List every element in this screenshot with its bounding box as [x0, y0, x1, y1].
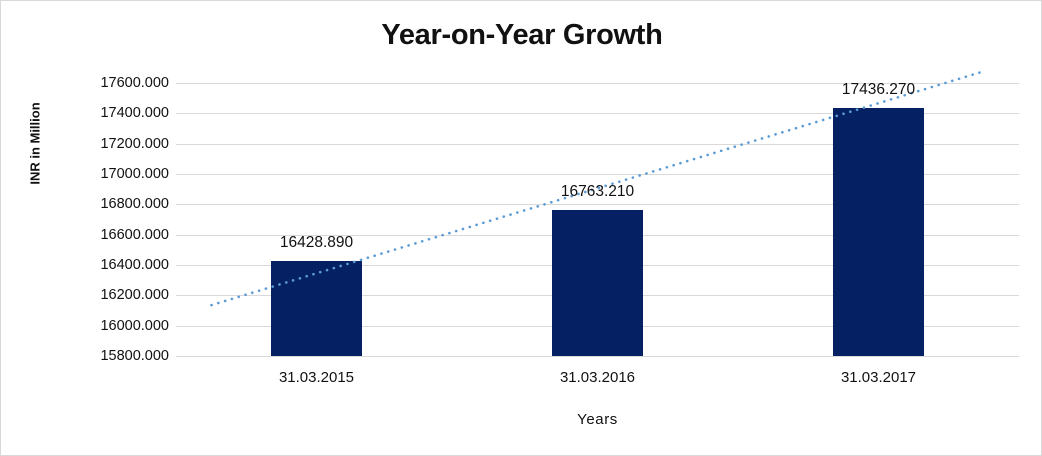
y-axis-tick-label: 17600.000	[100, 75, 169, 91]
y-axis-tick-label: 17400.000	[100, 105, 169, 122]
y-axis-tick-labels: 17600.000 17400.000 17200.000 17000.000 1680…	[56, 76, 169, 363]
chart-title: Year-on-Year Growth	[381, 19, 663, 51]
bar[interactable]	[271, 260, 362, 356]
x-axis-category-label: 31.03.2016	[559, 369, 636, 386]
bar-value-label: 16763.210	[560, 182, 635, 200]
y-axis-tick-label: 16400.000	[100, 257, 169, 273]
y-axis-tick-label: 16800.000	[100, 196, 169, 213]
x-axis-title: Years	[577, 411, 618, 428]
y-axis-tick-label: 16000.000	[100, 317, 169, 334]
y-axis-tick-label: 17000.000	[100, 166, 169, 182]
y-axis-tick-label: 16200.000	[100, 287, 169, 304]
bar[interactable]	[833, 107, 924, 356]
y-axis-title: INR in Million	[27, 102, 43, 185]
y-axis-tick-label: 16600.000	[100, 226, 169, 243]
bar-value-label: 16428.890	[279, 233, 354, 251]
plot-area	[176, 70, 1019, 357]
bar[interactable]	[552, 209, 643, 356]
y-axis-tick-label: 15800.000	[100, 348, 169, 364]
gridline	[176, 356, 1019, 357]
x-axis-category-label: 31.03.2017	[840, 369, 917, 386]
bar-value-label: 17436.270	[841, 80, 916, 98]
y-axis-tick-label: 17200.000	[100, 135, 169, 152]
x-axis-category-label: 31.03.2015	[278, 369, 355, 386]
